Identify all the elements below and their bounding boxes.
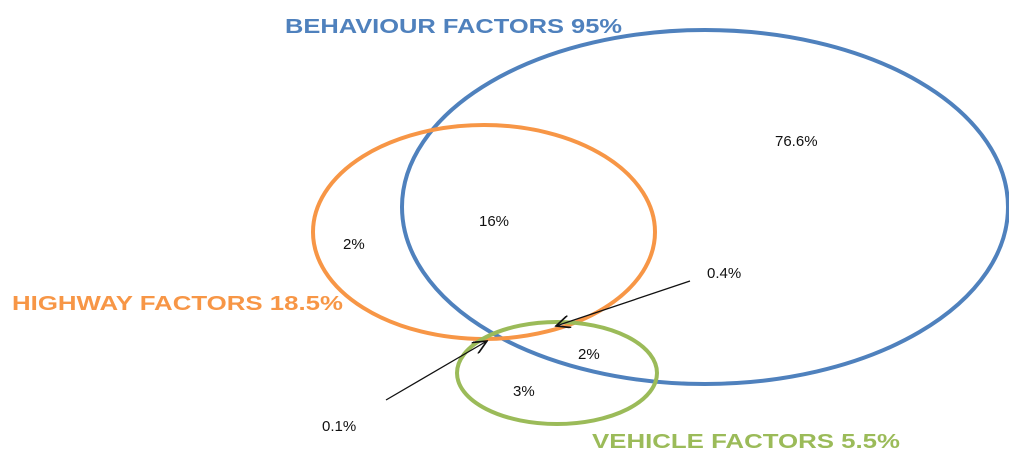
region-label: 2% [343,236,365,253]
behaviour-circle [400,28,1009,386]
region-label: 16% [479,213,509,230]
arrow [556,280,691,326]
region-label: 2% [578,346,600,363]
region-label: 0.4% [707,265,741,282]
region-label: 0.1% [322,418,356,435]
set-label: VEHICLE FACTORS 5.5% [592,431,900,453]
highway-circle [311,123,657,341]
set-label: HIGHWAY FACTORS 18.5% [12,293,343,315]
region-label: 76.6% [775,133,818,150]
region-label: 3% [513,383,535,400]
set-label: BEHAVIOUR FACTORS 95% [285,16,622,38]
arrow [385,341,487,401]
vehicle-circle [455,320,659,426]
